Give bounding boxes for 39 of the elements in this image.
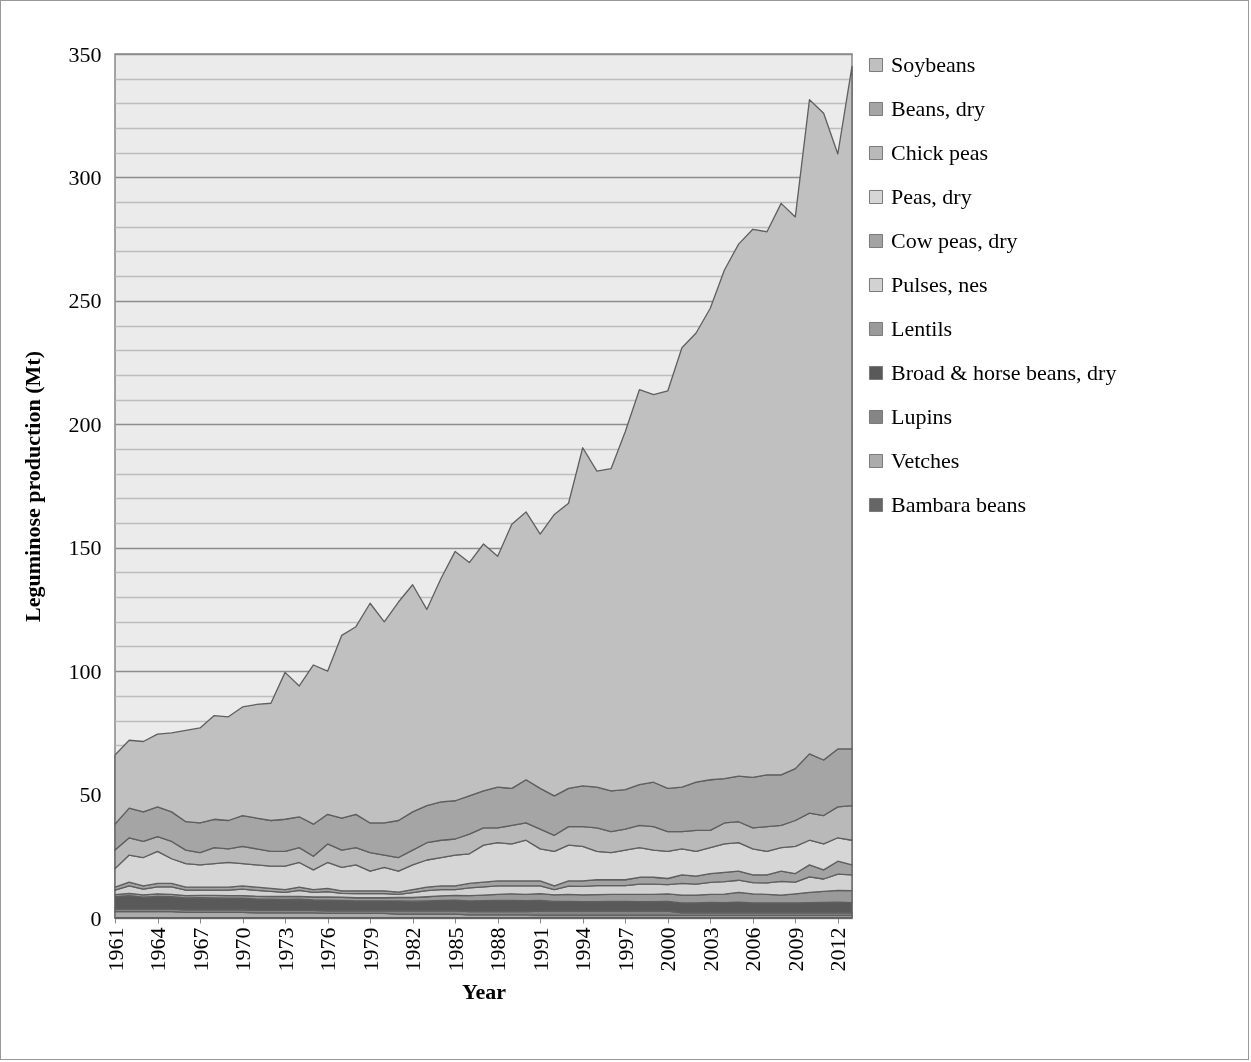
y-tick-label: 50 [79,782,102,808]
x-tick-label: 1997 [612,927,638,972]
x-tick-label: 2003 [697,927,723,972]
legend-label: Beans, dry [891,96,986,121]
x-tick-label: 1982 [400,927,426,972]
x-tick-label: 1979 [357,927,383,972]
legend-label: Vetches [891,448,960,473]
legend-label: Pulses, nes [891,272,988,297]
x-tick-label: 2000 [655,927,681,972]
y-tick-label: 200 [68,411,102,437]
y-axis-title: Leguminose production (Mt) [19,351,45,622]
x-tick-label: 2012 [825,927,851,972]
legend-label: Chick peas [891,140,989,165]
x-tick-label: 1988 [485,927,511,972]
legend-label: Soybeans [891,52,976,77]
x-tick-label: 1967 [187,927,213,972]
x-tick-label: 2006 [740,927,766,972]
y-tick-label: 300 [68,164,102,190]
x-tick-label: 1991 [527,927,553,972]
x-tick-label: 1970 [230,927,256,972]
x-tick-label: 1994 [570,927,596,972]
legend-label: Lentils [891,316,953,341]
x-tick-label: 1976 [315,927,341,972]
x-tick-label: 1973 [272,927,298,972]
y-tick-label: 0 [90,905,102,931]
y-tick-label: 250 [68,288,102,314]
x-tick-label: 1964 [145,927,171,972]
x-axis-title: Year [462,978,507,1004]
x-tick-label: 1985 [442,927,468,972]
legend-label: Lupins [891,404,953,429]
y-tick-label: 100 [68,658,102,684]
y-tick-label: 150 [68,535,102,561]
x-tick-label: 2009 [782,927,808,972]
legend-label: Peas, dry [891,184,972,209]
legend-label: Broad & horse beans, dry [891,360,1117,385]
y-tick-label: 350 [68,41,102,67]
legend-label: Cow peas, dry [891,228,1018,253]
x-tick-label: 1961 [102,927,128,972]
legend-label: Bambara beans [891,492,1026,517]
